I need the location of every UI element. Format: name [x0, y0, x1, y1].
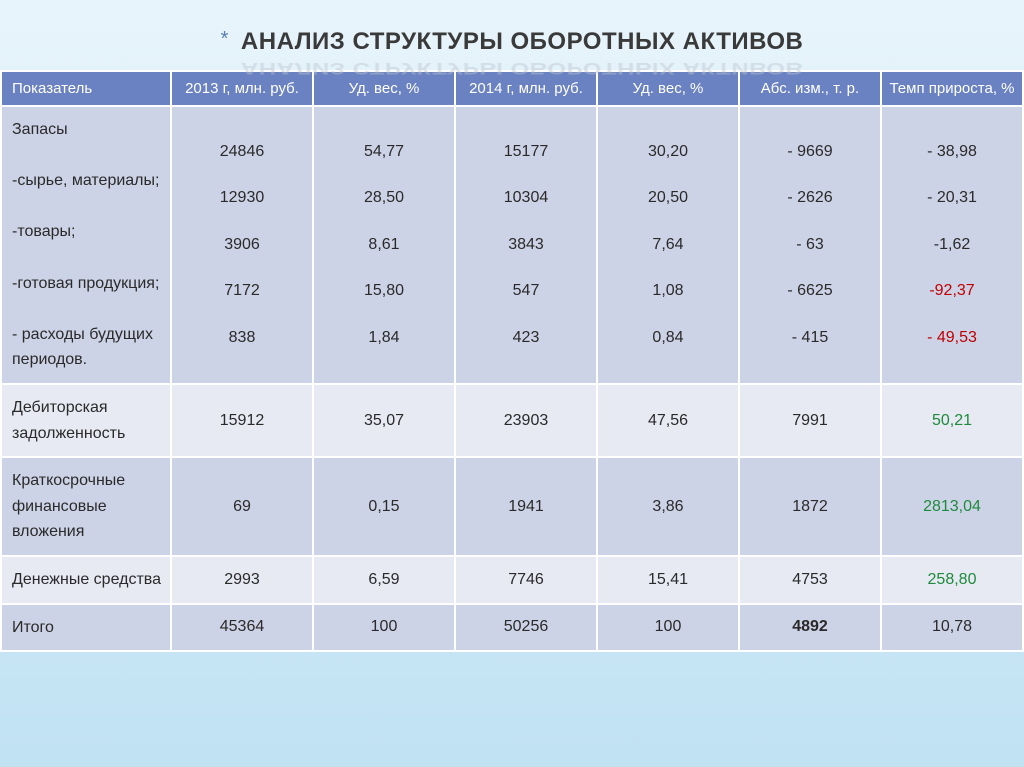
growth-value: 2813,04	[923, 498, 981, 515]
table-cell: 24846 12930 3906 7172 838	[171, 106, 313, 384]
growth-cell: 258,80	[881, 556, 1023, 604]
table-cell: 23903	[455, 384, 597, 457]
table-cell: 69	[171, 457, 313, 556]
table-cell: 50256	[455, 604, 597, 652]
title-text: Анализ структуры оборотных активов	[241, 28, 803, 55]
table-cell: 1941	[455, 457, 597, 556]
table-cell: 54,77 28,50 8,61 15,80 1,84	[313, 106, 455, 384]
title-container: * Анализ структуры оборотных активов Ана…	[0, 0, 1024, 70]
growth-value: - 38,98	[927, 143, 977, 160]
table-cell: 15912	[171, 384, 313, 457]
assets-table: Показатель 2013 г, млн. руб. Уд. вес, % …	[0, 70, 1024, 652]
table-cell: 15,41	[597, 556, 739, 604]
bullet-star-icon: *	[221, 28, 229, 50]
table-cell: 30,20 20,50 7,64 1,08 0,84	[597, 106, 739, 384]
table-cell: 47,56	[597, 384, 739, 457]
table-row: Дебиторская задолженность1591235,0723903…	[1, 384, 1023, 457]
table-cell: 4753	[739, 556, 881, 604]
growth-cell: 10,78	[881, 604, 1023, 652]
table-cell: 6,59	[313, 556, 455, 604]
growth-value: -92,37	[929, 282, 974, 299]
row-label: Запасы -сырье, материалы; -товары; -гото…	[1, 106, 171, 384]
table-cell: 0,15	[313, 457, 455, 556]
page-title: Анализ структуры оборотных активов Анали…	[241, 28, 803, 56]
table-cell: 1872	[739, 457, 881, 556]
growth-value: -1,62	[934, 236, 970, 253]
table-cell: 15177 10304 3843 547 423	[455, 106, 597, 384]
growth-value: 10,78	[932, 618, 972, 635]
table-row: Итого4536410050256100489210,78	[1, 604, 1023, 652]
row-label: Краткосрочные финансовые вложения	[1, 457, 171, 556]
growth-cell: - 38,98 - 20,31 -1,62 -92,37 - 49,53	[881, 106, 1023, 384]
growth-value: 258,80	[928, 571, 977, 588]
table-cell: 3,86	[597, 457, 739, 556]
row-label: Итого	[1, 604, 171, 652]
row-label: Денежные средства	[1, 556, 171, 604]
growth-cell: 50,21	[881, 384, 1023, 457]
table-body: Запасы -сырье, материалы; -товары; -гото…	[1, 106, 1023, 651]
table-cell: 100	[597, 604, 739, 652]
growth-cell: 2813,04	[881, 457, 1023, 556]
col-growth-rate: Темп прироста, %	[881, 71, 1023, 106]
table-cell: 7746	[455, 556, 597, 604]
table-row: Запасы -сырье, материалы; -товары; -гото…	[1, 106, 1023, 384]
table-row: Краткосрочные финансовые вложения690,151…	[1, 457, 1023, 556]
title-reflection: Анализ структуры оборотных активов	[241, 58, 803, 78]
growth-value: - 49,53	[927, 329, 977, 346]
table-cell: 45364	[171, 604, 313, 652]
table-cell: 7991	[739, 384, 881, 457]
col-indicator: Показатель	[1, 71, 171, 106]
growth-value: 50,21	[932, 412, 972, 429]
table-cell: - 9669 - 2626 - 63 - 6625 - 415	[739, 106, 881, 384]
growth-value: - 20,31	[927, 189, 977, 206]
table-cell: 2993	[171, 556, 313, 604]
table-cell: 35,07	[313, 384, 455, 457]
row-label: Дебиторская задолженность	[1, 384, 171, 457]
table-cell: 100	[313, 604, 455, 652]
table-cell: 4892	[739, 604, 881, 652]
table-row: Денежные средства29936,59774615,414753 25…	[1, 556, 1023, 604]
